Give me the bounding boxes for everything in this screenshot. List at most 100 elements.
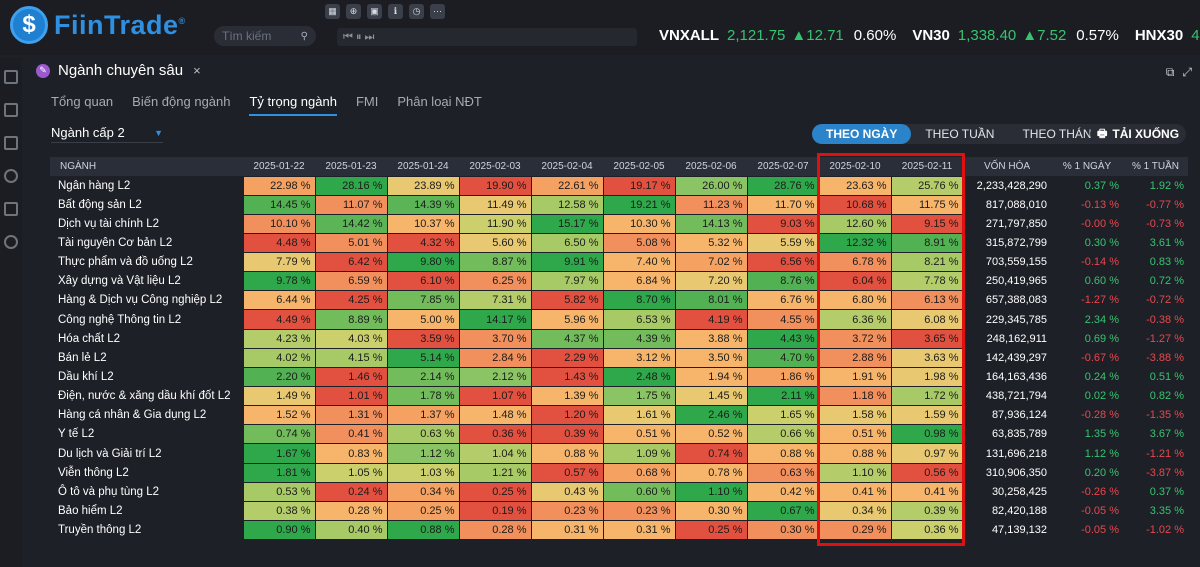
logo[interactable]: $ FiinTrade®	[10, 6, 186, 44]
close-icon[interactable]: ×	[193, 63, 201, 78]
search-icon[interactable]: ⚲	[300, 30, 308, 42]
table-row[interactable]: Bất động sản L2 14.45 % 11.07 % 14.39 % 11.4…	[50, 194, 1188, 215]
ticker-name[interactable]: HNX30	[1134, 27, 1184, 44]
tab-investor-type[interactable]: Phân loại NĐT	[397, 94, 482, 109]
table-row[interactable]: Viễn thông L2 1.81 % 1.05 % 1.03 % 1.21 % 0.5…	[50, 462, 1188, 483]
industry-name[interactable]: Hàng cá nhân & Gia dụng L2	[58, 409, 207, 422]
industry-name[interactable]: Ô tô và phụ tùng L2	[58, 485, 160, 498]
industry-name[interactable]: Ngân hàng L2	[58, 179, 131, 192]
weight-cell: 0.56 %	[890, 462, 964, 483]
period-daily-button[interactable]: THEO NGÀY	[812, 124, 912, 144]
window-icon[interactable]	[4, 70, 18, 84]
table-row[interactable]: Dịch vụ tài chính L2 10.10 % 14.42 % 10.37 …	[50, 213, 1188, 234]
industry-name[interactable]: Hàng & Dịch vụ Công nghiệp L2	[58, 294, 223, 307]
expand-icon[interactable]: ⤢	[1182, 65, 1192, 79]
search-box[interactable]: Tìm kiếm ⚲	[214, 26, 316, 46]
weight-cell: 5.01 %	[314, 232, 388, 254]
industry-name[interactable]: Công nghệ Thông tin L2	[58, 313, 182, 326]
table-row[interactable]: Công nghệ Thông tin L2 4.49 % 8.89 % 5.00 %…	[50, 309, 1188, 330]
industry-name[interactable]: Tài nguyên Cơ bản L2	[58, 236, 173, 249]
header-industry[interactable]: NGÀNH	[50, 157, 243, 176]
tab-industry-movement[interactable]: Biến động ngành	[132, 94, 231, 109]
ticker-media-controls[interactable]: ⏮ ⏸ ⏭	[337, 28, 637, 46]
ticker-name[interactable]: VNXALL	[659, 27, 719, 44]
industry-name[interactable]: Điện, nước & xăng dầu khí đốt L2	[58, 390, 231, 403]
table-row[interactable]: Hàng cá nhân & Gia dụng L2 1.52 % 1.31 % 1.…	[50, 405, 1188, 426]
header-date[interactable]: 2025-02-10	[819, 157, 891, 176]
header-date[interactable]: 2025-02-11	[891, 157, 963, 176]
left-sidebar	[0, 58, 22, 567]
more-icon[interactable]: ⋯	[430, 4, 445, 19]
industry-name[interactable]: Truyền thông L2	[58, 524, 142, 537]
industry-name[interactable]: Du lịch và Giải trí L2	[58, 447, 162, 460]
print-icon[interactable]	[4, 202, 18, 216]
tab-overview[interactable]: Tổng quan	[51, 94, 114, 109]
industry-name[interactable]: Bảo hiểm L2	[58, 504, 123, 517]
save-icon[interactable]	[4, 136, 18, 150]
table-row[interactable]: Du lịch và Giải trí L2 1.67 % 0.83 % 1.12 %…	[50, 443, 1188, 464]
table-row[interactable]: Tài nguyên Cơ bản L2 4.48 % 5.01 % 4.32 % 5.…	[50, 232, 1188, 254]
panel-tab[interactable]: ✎ Ngành chuyên sâu ×	[36, 62, 201, 79]
table-row[interactable]: Bảo hiểm L2 0.38 % 0.28 % 0.25 % 0.19 % 0.23 …	[50, 500, 1188, 522]
weight-cell: 19.90 %	[458, 175, 532, 196]
weight-cell: 4.43 %	[746, 328, 820, 349]
table-row[interactable]: Y tế L2 0.74 % 0.41 % 0.63 % 0.36 % 0.39 % 0.5…	[50, 424, 1188, 445]
grid-icon[interactable]: ▦	[325, 4, 340, 19]
industry-name[interactable]: Dầu khí L2	[58, 370, 114, 383]
table-row[interactable]: Hóa chất L2 4.23 % 4.03 % 3.59 % 3.70 % 4.37 …	[50, 328, 1188, 349]
zoom-icon[interactable]: ⊕	[346, 4, 361, 19]
ticker-change: ▲7.52	[1022, 27, 1067, 44]
refresh-icon[interactable]	[4, 169, 18, 183]
weight-cell: 11.70 %	[746, 194, 820, 215]
industry-name[interactable]: Xây dựng và Vật liệu L2	[58, 275, 181, 288]
calendar-icon[interactable]: ▣	[367, 4, 382, 19]
settings-icon[interactable]	[4, 235, 18, 249]
clock-icon[interactable]: ◷	[409, 4, 424, 19]
download-button[interactable]: 🖶 TẢI XUỐNG	[1090, 124, 1186, 144]
header-date[interactable]: 2025-02-07	[747, 157, 819, 176]
header-date[interactable]: 2025-02-05	[603, 157, 675, 176]
info-icon[interactable]: ℹ	[388, 4, 403, 19]
table-row[interactable]: Hàng & Dịch vụ Công nghiệp L2 6.44 % 4.25 …	[50, 290, 1188, 311]
industry-name[interactable]: Bán lẻ L2	[58, 351, 107, 364]
table-row[interactable]: Điện, nước & xăng dầu khí đốt L2 1.49 % 1.…	[50, 386, 1188, 407]
tab-industry-weight[interactable]: Tỷ trọng ngành	[249, 94, 337, 116]
popout-icon[interactable]: ⧉	[1165, 65, 1175, 79]
search-input[interactable]: Tìm kiếm	[222, 29, 272, 43]
video-icon[interactable]	[4, 103, 18, 117]
ticker-value: 471.84	[1191, 27, 1200, 44]
industry-level-select[interactable]: Ngành cấp 2 ▼	[51, 123, 163, 143]
header-date[interactable]: 2025-01-24	[387, 157, 459, 176]
table-row[interactable]: Bán lẻ L2 4.02 % 4.15 % 5.14 % 2.84 % 2.29 % 3…	[50, 347, 1188, 368]
weight-cell: 25.76 %	[890, 175, 964, 196]
industry-name[interactable]: Hóa chất L2	[58, 332, 121, 345]
tab-fmi[interactable]: FMI	[355, 94, 379, 109]
industry-name[interactable]: Thực phẩm và đồ uống L2	[58, 256, 193, 269]
header-1-week[interactable]: % 1 TUẦN	[1123, 157, 1188, 176]
table-row[interactable]: Truyền thông L2 0.90 % 0.40 % 0.88 % 0.28 % 0…	[50, 520, 1188, 541]
table-row[interactable]: Xây dựng và Vật liệu L2 9.78 % 6.59 % 6.10 …	[50, 271, 1188, 292]
header-date[interactable]: 2025-01-23	[315, 157, 387, 176]
table-row[interactable]: Thực phẩm và đồ uống L2 7.79 % 6.42 % 9.80 …	[50, 252, 1188, 273]
weight-cell: 22.61 %	[530, 175, 604, 196]
period-monthly-button[interactable]: THEO THÁNG	[1022, 127, 1101, 141]
table-row[interactable]: Ngân hàng L2 22.98 % 28.16 % 23.89 % 19.90 %…	[50, 175, 1188, 196]
table-row[interactable]: Ô tô và phụ tùng L2 0.53 % 0.24 % 0.34 % 0.2…	[50, 481, 1188, 502]
weight-cell: 2.29 %	[530, 347, 604, 368]
industry-weight-table: NGÀNH 2025-01-22 2025-01-23 2025-01-24 2…	[50, 157, 1189, 541]
ticker-name[interactable]: VN30	[912, 27, 950, 44]
top-bar: $ FiinTrade® ▦ ⊕ ▣ ℹ ◷ ⋯ Tìm kiếm ⚲ ⏮ ⏸ …	[0, 0, 1200, 55]
header-market-cap[interactable]: VỐN HÓA	[963, 157, 1051, 176]
industry-name[interactable]: Bất động sản L2	[58, 198, 142, 211]
table-row[interactable]: Dầu khí L2 2.20 % 1.46 % 2.14 % 2.12 % 1.43 %…	[50, 366, 1188, 388]
header-date[interactable]: 2025-02-04	[531, 157, 603, 176]
header-date[interactable]: 2025-02-03	[459, 157, 531, 176]
header-1-day[interactable]: % 1 NGÀY	[1051, 157, 1123, 176]
industry-name[interactable]: Viễn thông L2	[58, 466, 129, 479]
weight-cell: 6.59 %	[314, 271, 388, 292]
period-weekly-button[interactable]: THEO TUẦN	[925, 127, 995, 141]
header-date[interactable]: 2025-02-06	[675, 157, 747, 176]
industry-name[interactable]: Dịch vụ tài chính L2	[58, 217, 160, 230]
header-date[interactable]: 2025-01-22	[243, 157, 315, 176]
industry-name[interactable]: Y tế L2	[58, 428, 95, 441]
